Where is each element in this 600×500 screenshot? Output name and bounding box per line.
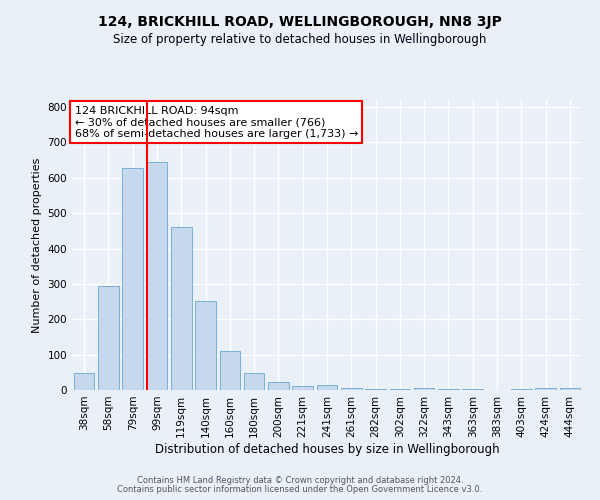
Bar (146, 162, 167, 390)
Text: Contains HM Land Registry data © Crown copyright and database right 2024.: Contains HM Land Registry data © Crown c… (137, 476, 463, 485)
Y-axis label: Number of detached properties: Number of detached properties (32, 158, 42, 332)
Text: Size of property relative to detached houses in Wellingborough: Size of property relative to detached ho… (113, 32, 487, 46)
Bar (560, 388, 580, 390)
Text: Contains public sector information licensed under the Open Government Licence v3: Contains public sector information licen… (118, 485, 482, 494)
Bar (122, 168, 143, 390)
Bar (341, 388, 362, 390)
Bar (195, 301, 216, 390)
Bar (98, 286, 119, 390)
Bar (220, 351, 240, 390)
Text: 124, BRICKHILL ROAD, WELLINGBOROUGH, NN8 3JP: 124, BRICKHILL ROAD, WELLINGBOROUGH, NN8… (98, 15, 502, 29)
Bar (292, 386, 313, 390)
Bar (535, 388, 556, 390)
Bar (414, 388, 434, 390)
X-axis label: Distribution of detached houses by size in Wellingborough: Distribution of detached houses by size … (155, 442, 499, 456)
Text: 124 BRICKHILL ROAD: 94sqm
← 30% of detached houses are smaller (766)
68% of semi: 124 BRICKHILL ROAD: 94sqm ← 30% of detac… (74, 106, 358, 139)
Bar (244, 373, 265, 390)
Bar (74, 374, 94, 390)
Bar (268, 382, 289, 390)
Bar (317, 384, 337, 390)
Bar (171, 228, 191, 390)
